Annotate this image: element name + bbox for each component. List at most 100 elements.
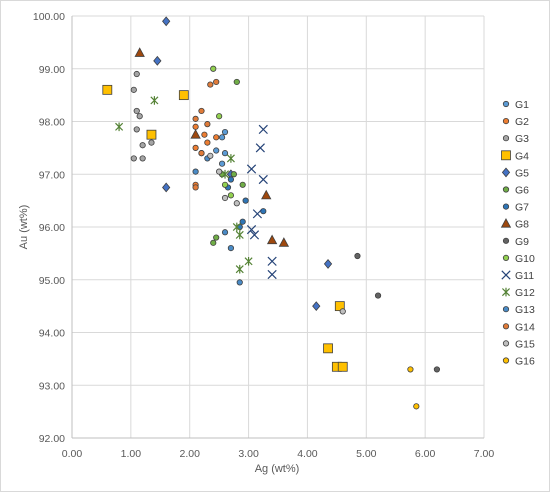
data-point-g3: [130, 86, 137, 93]
legend-marker: [502, 135, 510, 142]
data-point-g9: [374, 292, 382, 299]
y-tick-label: 96.00: [39, 222, 65, 234]
legend-marker: [502, 357, 510, 364]
data-point-g14: [207, 81, 214, 88]
data-point-g1: [221, 128, 229, 136]
data-point-g8: [278, 237, 290, 247]
legend-item-g2: G2: [502, 116, 529, 128]
legend-label: G1: [515, 99, 529, 111]
legend-item-g6: G6: [502, 185, 529, 197]
legend-marker: [501, 287, 511, 297]
data-point-g3: [136, 113, 143, 120]
data-point-g3: [148, 139, 155, 146]
y-tick-label: 99.00: [39, 64, 65, 76]
legend-label: G8: [515, 219, 529, 231]
legend-marker: [500, 218, 512, 228]
data-point-g13: [221, 229, 229, 236]
data-point-g7: [227, 176, 235, 183]
x-tick-label: 2.00: [179, 448, 200, 460]
x-tick-label: 6.00: [415, 448, 436, 460]
data-point-g11: [258, 174, 268, 185]
x-tick-label: 7.00: [474, 448, 495, 460]
data-point-g1: [218, 160, 226, 167]
y-tick-label: 92.00: [39, 433, 65, 445]
data-point-g5: [312, 301, 321, 312]
data-point-g6: [239, 181, 246, 188]
legend-item-g12: G12: [501, 287, 535, 299]
legend-item-g9: G9: [502, 236, 529, 248]
data-point-g11: [246, 225, 257, 235]
data-point-g16: [413, 403, 420, 410]
data-point-g8: [190, 129, 201, 139]
legend-label: G10: [515, 253, 535, 265]
y-axis-title: Au (wt%): [18, 205, 30, 250]
legend-label: G5: [515, 167, 529, 179]
legend-label: G12: [515, 287, 535, 299]
data-point-g9: [354, 252, 361, 260]
data-point-g12: [244, 256, 253, 266]
data-point-g6: [230, 171, 237, 178]
legend-label: G6: [515, 185, 529, 197]
data-point-g14: [192, 184, 199, 191]
data-point-g2: [192, 123, 199, 130]
data-point-g6: [213, 234, 220, 241]
y-tick-label: 94.00: [39, 328, 65, 340]
legend-marker: [502, 340, 510, 347]
data-point-g8: [266, 234, 278, 245]
x-tick-label: 3.00: [238, 448, 259, 460]
data-point-g12: [226, 154, 235, 163]
legend-item-g8: G8: [500, 218, 529, 231]
legend-item-g1: G1: [502, 99, 529, 111]
data-point-g2: [204, 139, 211, 146]
legend-label: G16: [515, 356, 535, 368]
data-point-g14: [204, 121, 211, 128]
legend-label: G15: [515, 338, 535, 350]
data-point-g11: [249, 230, 260, 240]
legend-item-g5: G5: [501, 167, 529, 179]
data-point-g14: [198, 150, 205, 157]
legend-item-g3: G3: [502, 133, 529, 145]
data-point-g4: [102, 84, 113, 95]
legend-marker: [502, 118, 510, 125]
x-tick-label: 0.00: [62, 448, 83, 460]
data-point-g15: [221, 194, 229, 202]
x-tick-label: 1.00: [121, 448, 142, 460]
data-point-g12: [115, 122, 124, 132]
x-tick-label: 4.00: [297, 448, 318, 460]
data-point-g16: [407, 366, 414, 373]
legend-item-g7: G7: [502, 202, 529, 214]
data-point-g15: [339, 308, 346, 315]
data-point-g11: [252, 209, 263, 219]
data-point-g8: [134, 47, 145, 57]
data-point-g12: [235, 230, 244, 240]
legend-label: G14: [515, 321, 535, 333]
legend-label: G9: [515, 236, 529, 248]
legend-marker: [502, 203, 510, 210]
legend-label: G7: [515, 202, 529, 214]
legend-marker: [502, 186, 510, 193]
legend-label: G3: [515, 133, 529, 145]
data-point-g1: [221, 150, 229, 157]
data-point-g6: [210, 239, 217, 246]
legend-marker: [501, 150, 511, 161]
legend-item-g11: G11: [501, 270, 534, 282]
data-point-g3: [139, 142, 146, 149]
data-point-g7: [239, 218, 246, 225]
data-point-g3: [130, 155, 137, 162]
data-point-g11: [267, 256, 277, 266]
data-point-g13: [227, 245, 235, 252]
data-point-g4: [323, 343, 333, 354]
legend-label: G13: [515, 304, 535, 316]
y-tick-label: 98.00: [39, 117, 65, 129]
data-point-g10: [216, 113, 223, 120]
data-point-g9: [433, 366, 441, 373]
axes: [71, 16, 484, 439]
data-point-g5: [153, 55, 162, 66]
data-point-g3: [139, 155, 146, 162]
data-point-g3: [133, 126, 140, 133]
data-point-g11: [267, 269, 277, 280]
data-point-g5: [162, 182, 171, 193]
data-point-g4: [337, 361, 348, 372]
legend-item-g16: G16: [502, 356, 535, 368]
data-point-g7: [260, 208, 267, 215]
